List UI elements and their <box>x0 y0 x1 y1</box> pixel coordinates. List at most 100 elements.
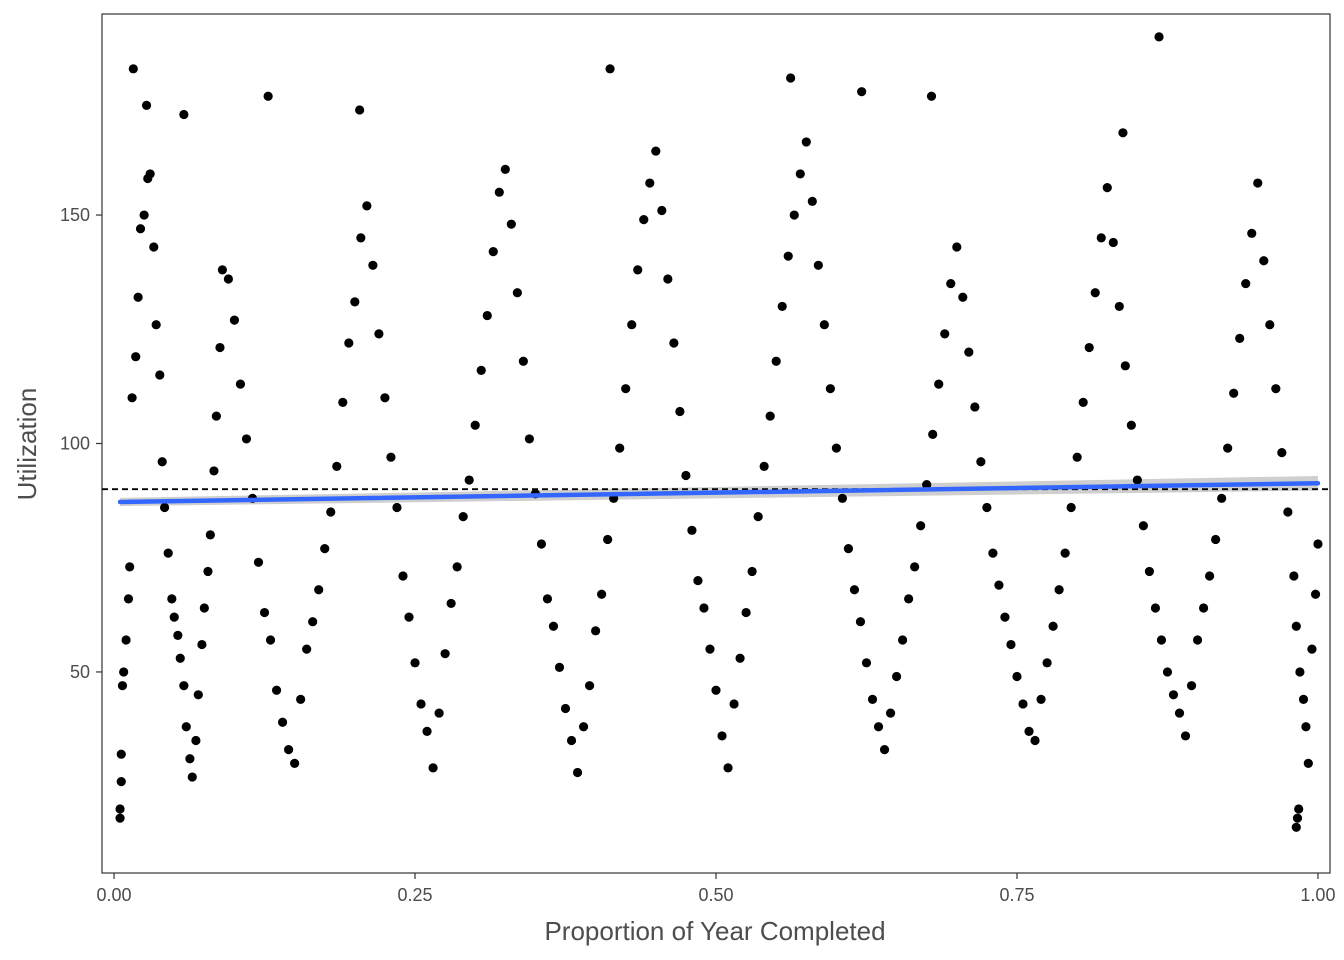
data-point <box>1000 612 1010 622</box>
data-point <box>988 548 998 558</box>
data-point <box>149 242 159 252</box>
data-point <box>1259 256 1269 266</box>
data-point <box>1118 128 1128 138</box>
x-tick-label: 0.25 <box>397 885 432 905</box>
data-point <box>633 265 643 275</box>
data-point <box>970 402 980 412</box>
data-point <box>350 297 360 307</box>
data-point <box>145 169 155 179</box>
data-point <box>326 507 336 517</box>
data-point <box>163 548 173 558</box>
data-point <box>885 708 896 718</box>
data-point <box>151 320 161 330</box>
data-point <box>241 434 252 444</box>
data-point <box>1283 507 1293 517</box>
data-point <box>940 329 950 339</box>
data-point <box>1162 667 1173 677</box>
data-point <box>578 722 589 732</box>
data-point <box>946 278 956 289</box>
data-point <box>135 224 146 234</box>
data-point <box>1120 361 1130 371</box>
data-point <box>223 274 234 284</box>
data-point <box>494 187 504 197</box>
data-point <box>1084 342 1094 353</box>
data-point <box>605 64 615 74</box>
data-point <box>1198 603 1209 613</box>
data-point <box>185 754 195 764</box>
data-point <box>314 585 324 595</box>
data-point <box>1144 566 1155 577</box>
data-point <box>857 87 867 97</box>
data-point <box>934 379 944 389</box>
data-point <box>952 242 962 252</box>
data-point <box>916 521 926 531</box>
data-point <box>765 411 775 421</box>
data-point <box>169 612 179 622</box>
data-point <box>849 585 860 595</box>
data-point <box>1042 658 1052 668</box>
data-point <box>1018 699 1028 709</box>
data-point <box>338 397 348 407</box>
data-point <box>205 530 215 540</box>
data-point <box>807 196 817 206</box>
data-point <box>235 379 246 389</box>
data-point <box>1156 635 1167 645</box>
data-point <box>1253 178 1263 188</box>
y-tick-label: 150 <box>60 205 90 225</box>
data-point <box>783 251 793 261</box>
lines-layer <box>102 481 1330 505</box>
data-point <box>380 393 390 403</box>
data-point <box>217 265 227 275</box>
data-point <box>542 594 553 604</box>
data-point <box>434 708 444 718</box>
data-point <box>855 617 866 627</box>
data-point <box>1247 228 1257 238</box>
data-point <box>1205 571 1215 581</box>
data-point <box>825 384 835 394</box>
data-point <box>615 443 625 453</box>
data-point <box>512 288 522 298</box>
data-point <box>1271 384 1281 394</box>
data-point <box>813 260 823 270</box>
data-point <box>926 91 937 101</box>
data-point <box>1108 237 1118 248</box>
data-point <box>1036 694 1046 704</box>
data-point <box>179 681 189 691</box>
x-tick-label: 0.75 <box>999 885 1034 905</box>
data-point <box>1060 548 1070 558</box>
data-point <box>446 598 456 609</box>
data-point <box>786 73 796 83</box>
data-point <box>1289 571 1299 581</box>
x-tick-label: 1.00 <box>1300 885 1335 905</box>
y-tick-label: 50 <box>70 662 90 682</box>
data-point <box>1186 681 1197 691</box>
data-point <box>160 502 170 513</box>
data-point <box>1223 443 1233 453</box>
data-point <box>179 109 189 120</box>
data-point <box>125 562 135 572</box>
data-point <box>284 745 294 755</box>
data-point <box>958 292 968 302</box>
data-point <box>1241 278 1251 289</box>
data-point <box>759 461 769 471</box>
data-point <box>115 804 125 814</box>
data-point <box>128 64 138 74</box>
data-point <box>277 717 288 727</box>
data-point <box>1154 32 1164 42</box>
data-point <box>675 406 685 417</box>
data-point <box>119 667 129 677</box>
data-point <box>777 301 787 312</box>
data-point <box>203 566 213 577</box>
data-point <box>819 320 829 330</box>
data-point <box>1292 813 1303 823</box>
data-point <box>584 681 595 691</box>
data-point <box>187 772 197 782</box>
data-point <box>747 566 757 577</box>
data-point <box>621 384 631 394</box>
data-point <box>681 470 691 481</box>
data-point <box>1235 333 1245 344</box>
data-point <box>117 681 128 691</box>
data-point <box>452 562 462 572</box>
data-point <box>922 480 932 490</box>
data-point <box>795 169 805 179</box>
